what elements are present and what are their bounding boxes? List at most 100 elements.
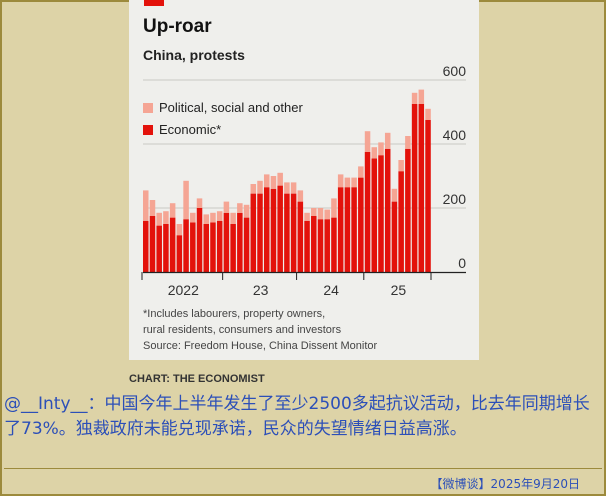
bar-other — [223, 201, 230, 213]
legend-label-economic: Economic* — [159, 122, 222, 137]
y-tick-label: 600 — [443, 63, 467, 79]
bar-other — [263, 174, 270, 188]
bar-other — [405, 136, 411, 149]
bar-economic — [284, 193, 290, 272]
bar-economic — [176, 235, 183, 272]
bar-other — [324, 209, 330, 220]
bar-other — [317, 208, 324, 220]
bar-economic — [384, 148, 391, 272]
bar-other — [384, 132, 391, 149]
bar-other — [418, 89, 425, 104]
economist-red-bar — [144, 0, 164, 6]
bar-economic — [216, 220, 223, 272]
chart-title: Up-roar — [143, 16, 212, 37]
bar-other — [358, 166, 364, 178]
footnote-line-2: rural residents, consumers and investors — [143, 324, 342, 336]
bar-other — [149, 200, 156, 216]
bar-other — [378, 142, 384, 156]
bar-other — [290, 182, 297, 194]
bar-economic — [311, 216, 317, 272]
bar-other — [169, 203, 176, 218]
bar-other — [203, 214, 209, 224]
bar-other — [257, 180, 263, 194]
bar-economic — [337, 187, 344, 272]
legend-label-political: Political, social and other — [159, 100, 303, 115]
bar-other — [270, 176, 277, 189]
bar-economic — [358, 177, 364, 272]
bar-other — [391, 188, 398, 202]
bar-economic — [290, 193, 297, 272]
bar-economic — [163, 224, 169, 272]
bar-other — [163, 211, 169, 224]
bar-other — [425, 108, 431, 120]
bar-other — [183, 180, 189, 220]
y-tick-label: 400 — [443, 127, 467, 143]
bar-other — [337, 174, 344, 188]
bar-economic — [425, 120, 431, 272]
bar-economic — [418, 104, 425, 272]
x-tick-label: 2022 — [168, 282, 199, 298]
chart-subtitle: China, protests — [143, 47, 245, 63]
bar-economic — [391, 201, 398, 272]
bar-economic — [143, 220, 149, 272]
bar-economic — [263, 187, 270, 272]
chart-credit: CHART: THE ECONOMIST — [129, 373, 265, 385]
bar-economic — [237, 212, 243, 272]
bar-economic — [190, 222, 196, 272]
bar-economic — [378, 155, 384, 272]
bar-economic — [210, 222, 216, 272]
bar-economic — [230, 224, 236, 272]
bar-other — [331, 198, 337, 218]
bar-other — [351, 177, 357, 188]
bar-other — [210, 212, 216, 223]
x-tick-label: 23 — [253, 282, 269, 298]
bar-other — [284, 182, 290, 194]
bar-other — [398, 160, 404, 172]
bar-economic — [297, 201, 304, 272]
bar-economic — [331, 217, 337, 272]
bar-economic — [156, 225, 162, 272]
bar-other — [371, 147, 378, 159]
bar-other — [176, 224, 183, 236]
bar-other — [411, 92, 418, 104]
bar-economic — [371, 158, 378, 272]
bar-other — [143, 190, 149, 221]
bar-economic — [411, 104, 418, 272]
legend-item-economic: Economic* — [143, 122, 221, 137]
bar-economic — [405, 148, 411, 272]
bar-other — [156, 212, 162, 226]
weibo-caption: @__Inty__：中国今年上半年发生了至少2500多起抗议活动，比去年同期增长… — [4, 394, 590, 439]
bar-economic — [270, 188, 277, 272]
chart-notes: *Includes labourers, property owners, ru… — [143, 306, 377, 354]
bar-economic — [250, 193, 257, 272]
bar-economic — [169, 217, 176, 272]
bar-other — [216, 211, 223, 221]
bar-other — [364, 131, 371, 152]
bar-economic — [304, 220, 310, 272]
y-tick-label: 0 — [458, 255, 466, 271]
source-line: Source: Freedom House, China Dissent Mon… — [143, 340, 378, 352]
bar-economic — [203, 224, 209, 272]
bar-economic — [243, 217, 250, 272]
bar-other — [344, 177, 351, 188]
bar-other — [190, 212, 196, 223]
bar-economic — [196, 208, 203, 272]
footer-source: 【微博谈】2025年9月20日 — [430, 477, 580, 491]
bar-economic — [364, 152, 371, 272]
y-tick-label: 200 — [443, 191, 467, 207]
bar-other — [277, 172, 283, 186]
bar-economic — [324, 219, 330, 272]
bar-economic — [277, 185, 283, 272]
bar-other — [237, 203, 243, 213]
bar-other — [196, 198, 203, 208]
bar-economic — [317, 219, 324, 272]
bar-economic — [183, 219, 189, 272]
bar-economic — [398, 171, 404, 272]
legend-item-political: Political, social and other — [143, 100, 303, 115]
bar-other — [250, 184, 257, 194]
footer-divider — [4, 468, 602, 469]
bar-other — [243, 204, 250, 218]
x-tick-label: 24 — [323, 282, 339, 298]
bar-economic — [149, 216, 156, 272]
